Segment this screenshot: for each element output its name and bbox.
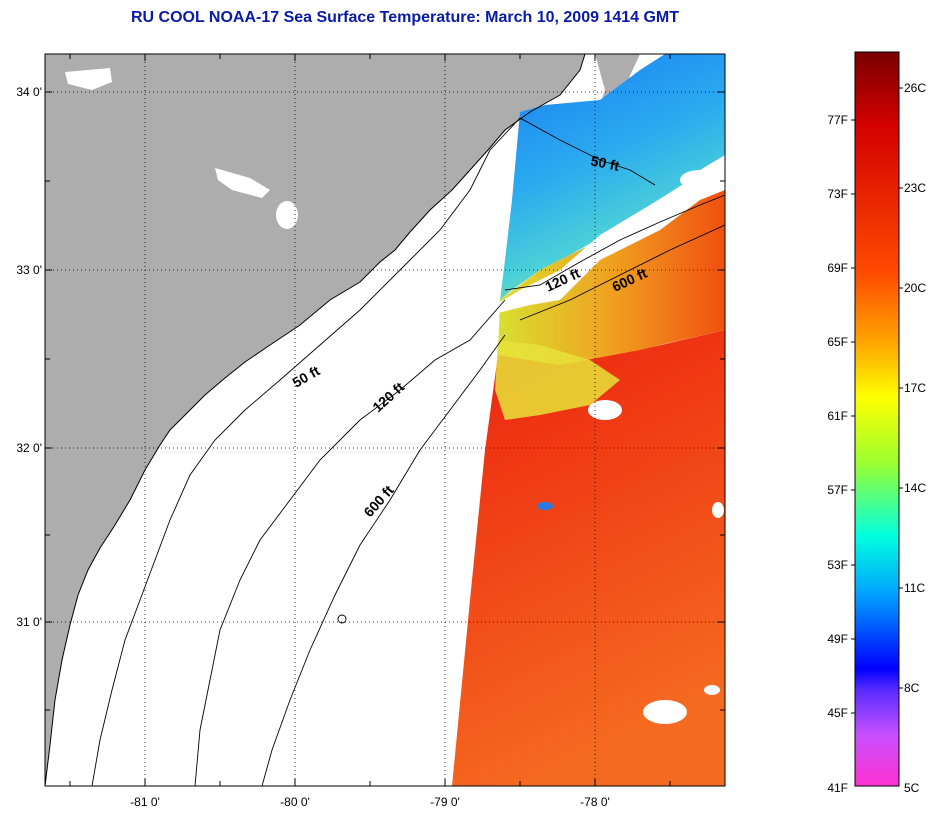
cloud-mask [712, 502, 724, 518]
colorbar-f-label: 57F [827, 483, 848, 497]
colorbar-c-label: 17C [904, 381, 926, 395]
sst-cool-region [500, 54, 725, 300]
contour-600ft [261, 224, 725, 786]
colorbar-f-label: 73F [827, 187, 848, 201]
lon-label: -80 0' [280, 795, 310, 809]
lon-label: -81 0' [130, 795, 160, 809]
colorbar-c-label: 8C [904, 681, 920, 695]
lat-label: 34 0' [16, 85, 42, 99]
colorbar [854, 51, 900, 787]
colorbar-f-label: 77F [827, 113, 848, 127]
axis-ticks [45, 54, 725, 786]
colorbar-c-label: 5C [904, 781, 920, 795]
land-mass [45, 54, 585, 786]
seamount-contour [337, 614, 347, 624]
contour-120ft [194, 194, 725, 786]
lat-label: 32 0' [16, 441, 42, 455]
cloud-mask [588, 400, 622, 420]
graticule [45, 54, 725, 786]
lake-shape [215, 168, 270, 198]
colorbar-ticks [851, 87, 903, 714]
colorbar-f-label: 65F [827, 335, 848, 349]
map-title: RU COOL NOAA-17 Sea Surface Temperature:… [130, 9, 680, 26]
colorbar-c-label: 26C [904, 81, 926, 95]
colorbar-f-label: 69F [827, 261, 848, 275]
map-border [44, 53, 726, 787]
cloud-mask [680, 170, 720, 190]
lat-label: 33 0' [16, 263, 42, 277]
contour-50ft [91, 117, 656, 786]
sst-yellow-tongue [495, 340, 620, 420]
cloud-mask [704, 685, 720, 695]
colorbar-c-label: 20C [904, 281, 926, 295]
lon-label: -78 0' [580, 795, 610, 809]
colorbar-f-label: 61F [827, 409, 848, 423]
sst-warm-region [452, 330, 725, 786]
colorbar-f-label: 45F [827, 706, 848, 720]
cloud-mask [643, 700, 687, 724]
cool-eddy-spot [537, 502, 553, 510]
colorbar-f-label: 49F [827, 632, 848, 646]
colorbar-f-label: 53F [827, 558, 848, 572]
lon-label: -79 0' [430, 795, 460, 809]
lat-label: 31 0' [16, 615, 42, 629]
colorbar-c-label: 14C [904, 481, 926, 495]
colorbar-c-label: 23C [904, 181, 926, 195]
colorbar-f-label: 41F [827, 781, 848, 795]
lake-shape [276, 201, 298, 229]
lake-shape [65, 68, 112, 90]
colorbar-c-label: 11C [904, 581, 925, 595]
contour-label: 50 ft [589, 152, 621, 174]
coastline [45, 54, 586, 786]
